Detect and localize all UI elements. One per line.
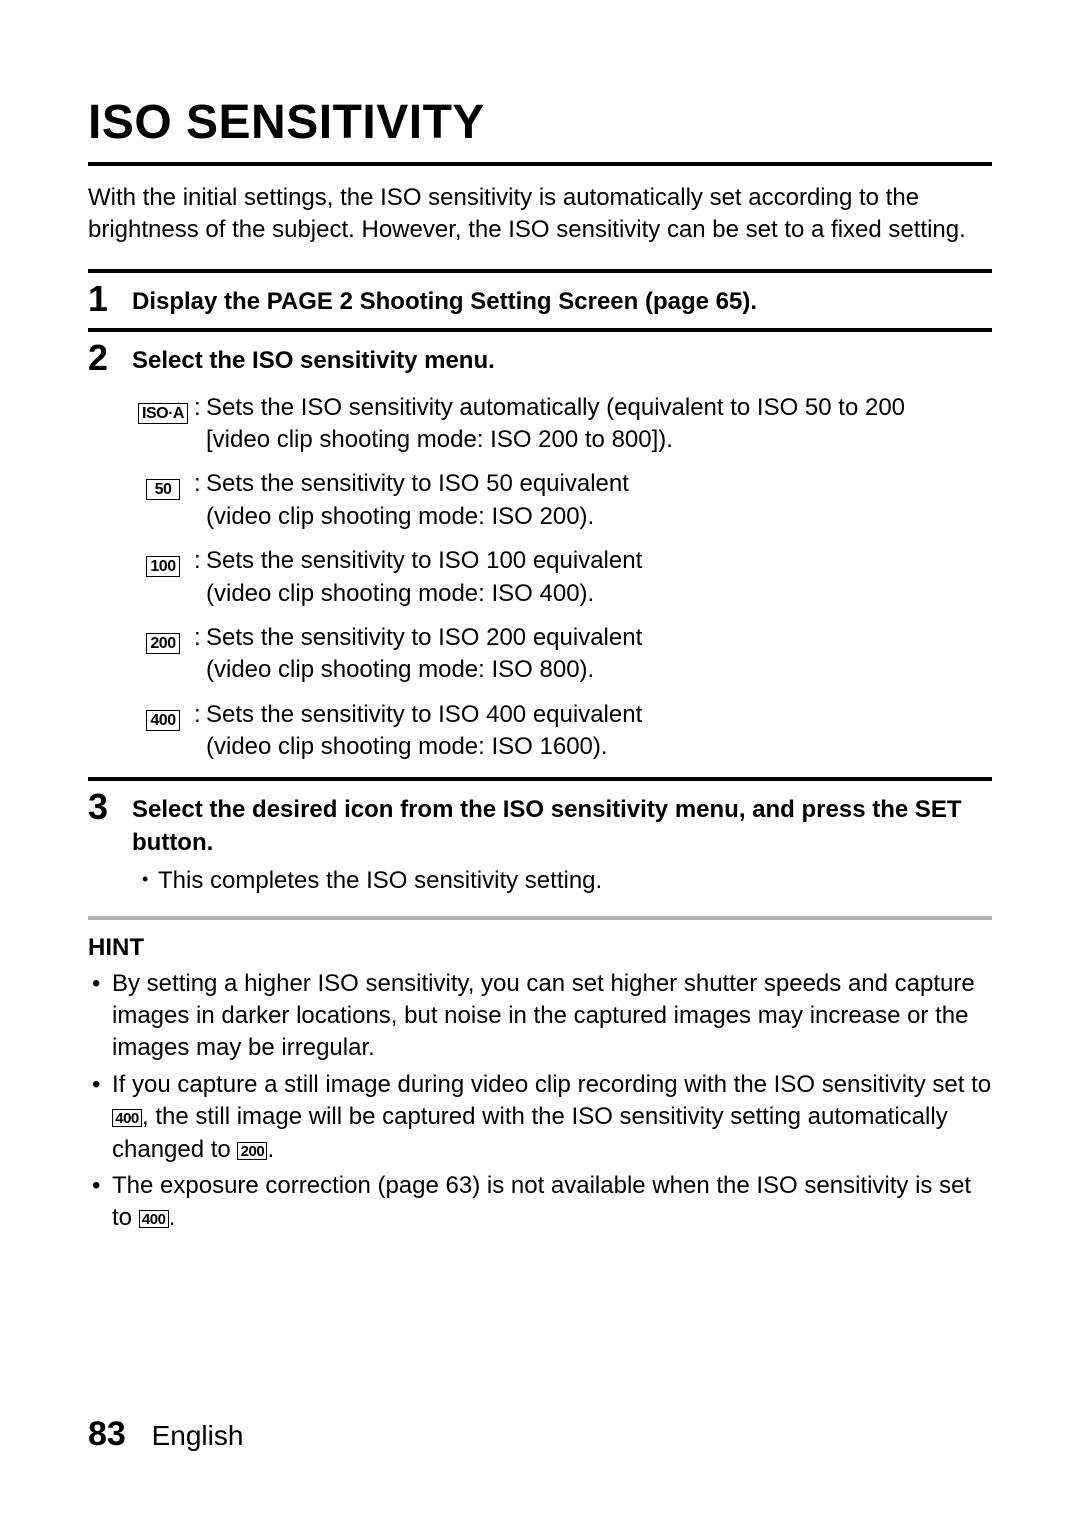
hint-post: . [169, 1204, 176, 1231]
iso-line1: Sets the sensitivity to ISO 100 equivale… [206, 547, 642, 574]
bullet-dot-icon: • [88, 1170, 112, 1235]
iso-description: Sets the sensitivity to ISO 400 equivale… [206, 699, 992, 764]
step-body: Select the ISO sensitivity menu. ISO·A :… [132, 342, 992, 767]
colon: : [194, 392, 206, 424]
iso-line2: [video clip shooting mode: ISO 200 to 80… [206, 426, 673, 453]
hint-item: • If you capture a still image during vi… [88, 1069, 992, 1166]
iso-line2: (video clip shooting mode: ISO 400). [206, 580, 594, 607]
iso-200-icon: 200 [146, 633, 180, 654]
iso-line2: (video clip shooting mode: ISO 200). [206, 503, 594, 530]
step-2: 2 Select the ISO sensitivity menu. ISO·A… [88, 328, 992, 777]
step-3: 3 Select the desired icon from the ISO s… [88, 777, 992, 897]
iso-option: 100 : Sets the sensitivity to ISO 100 eq… [132, 545, 992, 610]
step-title: Display the PAGE 2 Shooting Setting Scre… [132, 286, 992, 318]
sub-bullet-text: This completes the ISO sensitivity setti… [158, 865, 602, 897]
page-title: ISO SENSITIVITY [88, 95, 992, 166]
page-number: 83 [88, 1415, 126, 1453]
colon: : [194, 699, 206, 731]
step-title: Select the desired icon from the ISO sen… [132, 794, 992, 859]
colon: : [194, 622, 206, 654]
step-number: 1 [88, 281, 132, 317]
iso-line1: Sets the sensitivity to ISO 50 equivalen… [206, 470, 629, 497]
iso-option: 200 : Sets the sensitivity to ISO 200 eq… [132, 622, 992, 687]
colon: : [194, 545, 206, 577]
iso-option: ISO·A : Sets the ISO sensitivity automat… [132, 392, 992, 457]
iso-icon-cell: 100 [132, 545, 194, 580]
iso-icon-cell: ISO·A [132, 392, 194, 427]
iso-option: 400 : Sets the sensitivity to ISO 400 eq… [132, 699, 992, 764]
hint-text: If you capture a still image during vide… [112, 1069, 992, 1166]
iso-option-list: ISO·A : Sets the ISO sensitivity automat… [132, 392, 992, 764]
hint-item: • The exposure correction (page 63) is n… [88, 1170, 992, 1235]
step-title: Select the ISO sensitivity menu. [132, 345, 992, 377]
iso-line1: Sets the sensitivity to ISO 200 equivale… [206, 624, 642, 651]
iso-100-icon: 100 [146, 556, 180, 577]
colon: : [194, 468, 206, 500]
step-number: 3 [88, 789, 132, 825]
iso-line1: Sets the sensitivity to ISO 400 equivale… [206, 701, 642, 728]
hint-text: The exposure correction (page 63) is not… [112, 1170, 992, 1235]
page-content: ISO SENSITIVITY With the initial setting… [88, 95, 992, 1239]
iso-50-icon: 50 [146, 479, 180, 500]
hint-list: • By setting a higher ISO sensitivity, y… [88, 968, 992, 1235]
hint-pre: The exposure correction (page 63) is not… [112, 1172, 971, 1231]
iso-line1: Sets the ISO sensitivity automatically (… [206, 394, 905, 421]
iso-line2: (video clip shooting mode: ISO 800). [206, 656, 594, 683]
iso-description: Sets the sensitivity to ISO 200 equivale… [206, 622, 992, 687]
bullet-dot-icon: • [88, 968, 112, 1065]
hint-item: • By setting a higher ISO sensitivity, y… [88, 968, 992, 1065]
iso-description: Sets the sensitivity to ISO 100 equivale… [206, 545, 992, 610]
bullet-dot-icon: • [88, 1069, 112, 1166]
iso-auto-icon: ISO·A [138, 403, 188, 424]
hint-separator [88, 916, 992, 920]
intro-paragraph: With the initial settings, the ISO sensi… [88, 182, 992, 247]
iso-icon-cell: 400 [132, 699, 194, 734]
hint-title: HINT [88, 934, 992, 962]
step-sub-bullet: • This completes the ISO sensitivity set… [142, 865, 992, 897]
hint-text: By setting a higher ISO sensitivity, you… [112, 968, 992, 1065]
iso-description: Sets the ISO sensitivity automatically (… [206, 392, 992, 457]
hint-post: . [267, 1136, 274, 1163]
page-footer: 83 English [88, 1415, 243, 1454]
iso-line2: (video clip shooting mode: ISO 1600). [206, 733, 608, 760]
step-1: 1 Display the PAGE 2 Shooting Setting Sc… [88, 269, 992, 328]
iso-200-icon: 200 [237, 1142, 267, 1160]
step-number: 2 [88, 340, 132, 376]
iso-icon-cell: 200 [132, 622, 194, 657]
hint-pre: If you capture a still image during vide… [112, 1071, 991, 1098]
step-body: Display the PAGE 2 Shooting Setting Scre… [132, 283, 992, 318]
bullet-dot-icon: • [142, 865, 158, 897]
footer-language: English [152, 1420, 244, 1451]
iso-option: 50 : Sets the sensitivity to ISO 50 equi… [132, 468, 992, 533]
iso-icon-cell: 50 [132, 468, 194, 503]
iso-400-icon: 400 [139, 1210, 169, 1228]
iso-description: Sets the sensitivity to ISO 50 equivalen… [206, 468, 992, 533]
iso-400-icon: 400 [112, 1109, 142, 1127]
iso-400-icon: 400 [146, 710, 180, 731]
step-body: Select the desired icon from the ISO sen… [132, 791, 992, 897]
